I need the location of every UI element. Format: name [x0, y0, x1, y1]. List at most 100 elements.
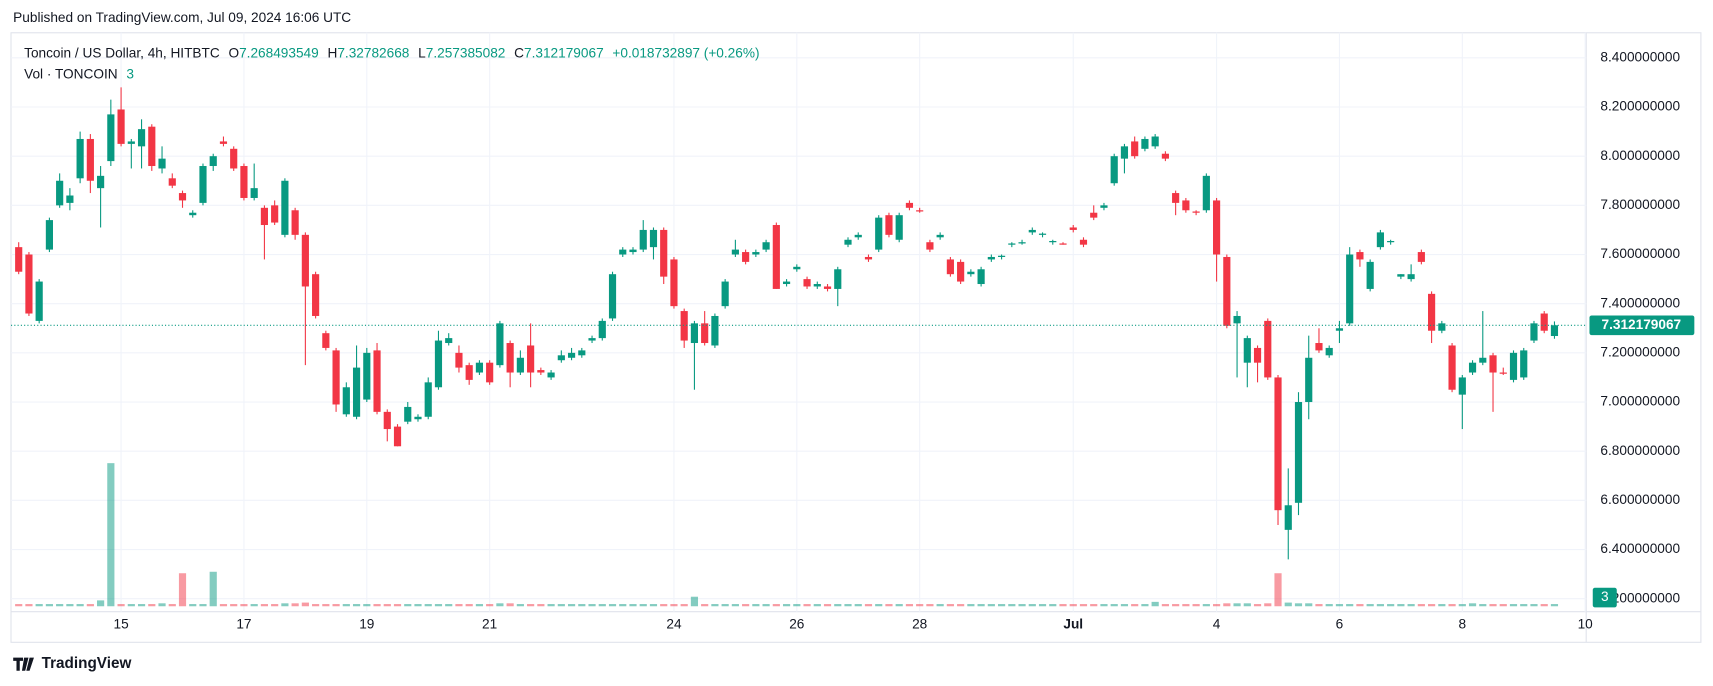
candle-body	[1479, 357, 1487, 363]
candle-body	[25, 254, 33, 314]
volume-bar	[1397, 604, 1405, 607]
candle-body	[578, 350, 586, 356]
ohlc-letter: H	[327, 45, 337, 60]
volume-bar	[1151, 601, 1159, 607]
candle-body	[1141, 138, 1149, 149]
y-tick-label: 6.800000000	[1600, 443, 1680, 458]
volume-bar	[1438, 604, 1446, 607]
candle-body	[547, 372, 555, 378]
candle-body	[35, 281, 43, 321]
candle-body	[393, 426, 402, 447]
candle-body	[1182, 200, 1190, 211]
legend-header: Toncoin / US Dollar, 4h, HITBTC O7.268493…	[24, 45, 759, 60]
volume-bar	[56, 604, 64, 607]
volume-bar	[1264, 603, 1272, 607]
candle-body	[823, 286, 832, 289]
candle-body	[680, 311, 688, 341]
chart-frame	[10, 32, 1702, 643]
volume-bar	[25, 604, 33, 607]
candle-body	[834, 269, 842, 289]
volume-bar	[1489, 604, 1497, 607]
volume-bar	[1428, 604, 1436, 607]
candle-body	[66, 195, 74, 203]
candle-body	[598, 320, 606, 339]
y-tick-label: 7.400000000	[1600, 295, 1680, 310]
candle-body	[445, 338, 453, 344]
candle-body	[987, 256, 995, 260]
volume-bar	[455, 604, 463, 607]
candle-body	[1335, 328, 1344, 331]
volume-bar	[803, 604, 811, 607]
x-tick-label: Jul	[1063, 616, 1083, 631]
candle-body	[475, 362, 484, 373]
volume-bar	[527, 604, 535, 607]
volume-bar	[137, 604, 146, 607]
x-tick-label: 17	[236, 616, 251, 631]
volume-bar	[1468, 603, 1477, 607]
volume-bar	[967, 604, 975, 607]
volume-bar	[393, 604, 402, 607]
candle-body	[721, 281, 729, 307]
candle-body	[424, 382, 432, 417]
volume-bar	[1325, 604, 1333, 607]
volume-bar	[619, 604, 627, 607]
candle-body	[158, 158, 166, 169]
volume-badge	[1592, 587, 1617, 608]
ohlc-value: 7.268493549	[239, 45, 319, 60]
last-price-label: 7.312179067	[1601, 317, 1681, 332]
candle-body	[260, 207, 268, 226]
volume-bar	[404, 604, 412, 607]
candle-body	[844, 239, 852, 245]
volume-bar	[76, 604, 84, 607]
candle-body	[1079, 239, 1088, 245]
volume-bar	[158, 603, 166, 607]
candle-body	[1161, 153, 1169, 159]
volume-bar	[475, 604, 484, 607]
ohlc-value: 7.257385082	[426, 45, 506, 60]
candle-body	[404, 406, 412, 422]
volume-bar	[363, 604, 371, 607]
volume-bar	[895, 604, 903, 607]
volume-bar	[834, 604, 842, 607]
candle-body	[731, 249, 739, 255]
candle-body	[557, 355, 565, 361]
candle-body	[107, 114, 115, 162]
volume-bar	[1346, 604, 1354, 607]
candle-body	[1274, 377, 1282, 511]
candle-body	[1387, 240, 1395, 243]
volume-bar	[823, 604, 832, 607]
candle-body	[199, 166, 207, 203]
candle-body	[86, 138, 94, 181]
volume-legend: Vol · TONCOIN 3	[24, 66, 134, 81]
volume-bar	[844, 604, 852, 607]
volume-bar	[424, 604, 432, 607]
candle-body	[977, 269, 985, 285]
candle-body	[1202, 175, 1210, 211]
candle-body	[1315, 343, 1323, 351]
candle-body	[45, 220, 53, 250]
candle-body	[1428, 293, 1436, 331]
volume-bar	[711, 604, 719, 607]
volume-bar	[301, 602, 309, 607]
candle-body	[1294, 402, 1303, 503]
volume-bar	[240, 604, 248, 607]
volume-bar	[1305, 603, 1313, 607]
candle-body	[997, 255, 1006, 257]
y-tick-label: 6.200000000	[1600, 590, 1680, 605]
candle-body	[1069, 227, 1077, 230]
candle-body	[178, 193, 187, 201]
y-tick-label: 8.200000000	[1600, 99, 1680, 114]
volume-bar	[598, 604, 606, 607]
volume-bar	[107, 463, 115, 607]
volume-bar	[1407, 604, 1415, 607]
candle-body	[1100, 205, 1108, 208]
candle-body	[1448, 345, 1456, 390]
volume-bar	[1366, 604, 1374, 607]
volume-bar	[537, 604, 545, 607]
volume-bar	[690, 596, 699, 607]
candle-body	[1530, 323, 1538, 341]
volume-pane	[15, 463, 1559, 607]
volume-bar	[557, 604, 565, 607]
